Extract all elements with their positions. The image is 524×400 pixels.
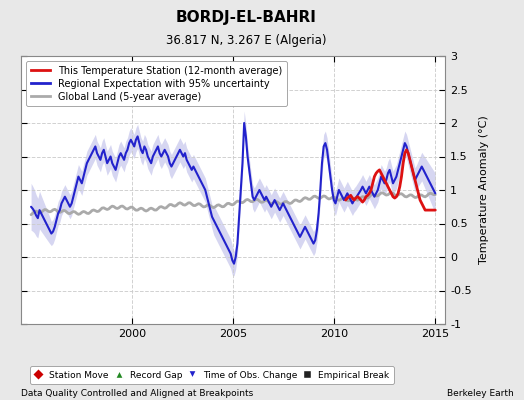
Text: 36.817 N, 3.267 E (Algeria): 36.817 N, 3.267 E (Algeria) xyxy=(166,34,326,47)
Text: Data Quality Controlled and Aligned at Breakpoints: Data Quality Controlled and Aligned at B… xyxy=(21,389,253,398)
Y-axis label: Temperature Anomaly (°C): Temperature Anomaly (°C) xyxy=(479,116,489,264)
Text: Berkeley Earth: Berkeley Earth xyxy=(447,389,514,398)
Text: BORDJ-EL-BAHRI: BORDJ-EL-BAHRI xyxy=(176,10,316,25)
Legend: Station Move, Record Gap, Time of Obs. Change, Empirical Break: Station Move, Record Gap, Time of Obs. C… xyxy=(30,366,394,384)
